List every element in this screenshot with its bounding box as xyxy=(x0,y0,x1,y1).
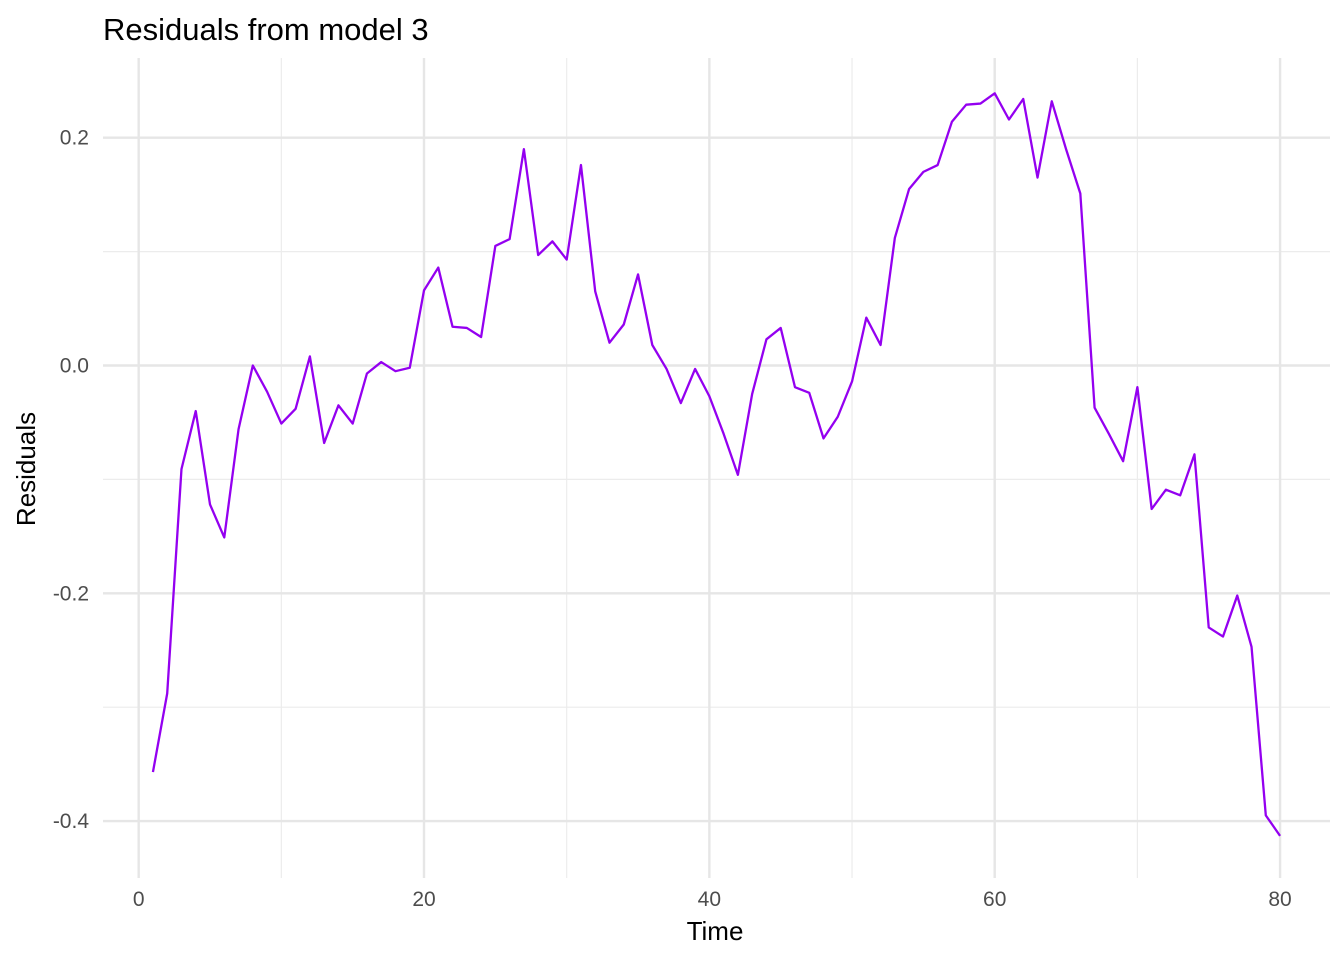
y-tick-label: 0.0 xyxy=(60,355,89,378)
x-tick-label: 40 xyxy=(698,888,721,911)
minor-gridlines xyxy=(103,58,1330,878)
y-axis-title: Residuals xyxy=(11,412,41,526)
y-tick-label: 0.2 xyxy=(60,127,89,150)
y-tick-label: -0.2 xyxy=(53,582,89,605)
x-axis-title: Time xyxy=(687,916,744,946)
residuals-series-line xyxy=(151,92,1282,837)
x-tick-label: 0 xyxy=(133,888,145,911)
y-tick-label: -0.4 xyxy=(53,810,90,833)
y-axis-tick-labels: -0.4 -0.2 0.0 0.2 xyxy=(53,127,90,833)
series-group xyxy=(151,92,1282,837)
x-tick-label: 20 xyxy=(412,888,435,911)
x-axis-tick-labels: 0 20 40 60 80 xyxy=(133,888,1292,911)
x-tick-label: 60 xyxy=(983,888,1006,911)
x-tick-label: 80 xyxy=(1268,888,1291,911)
chart-title: Residuals from model 3 xyxy=(103,12,429,47)
major-gridlines xyxy=(103,58,1330,878)
